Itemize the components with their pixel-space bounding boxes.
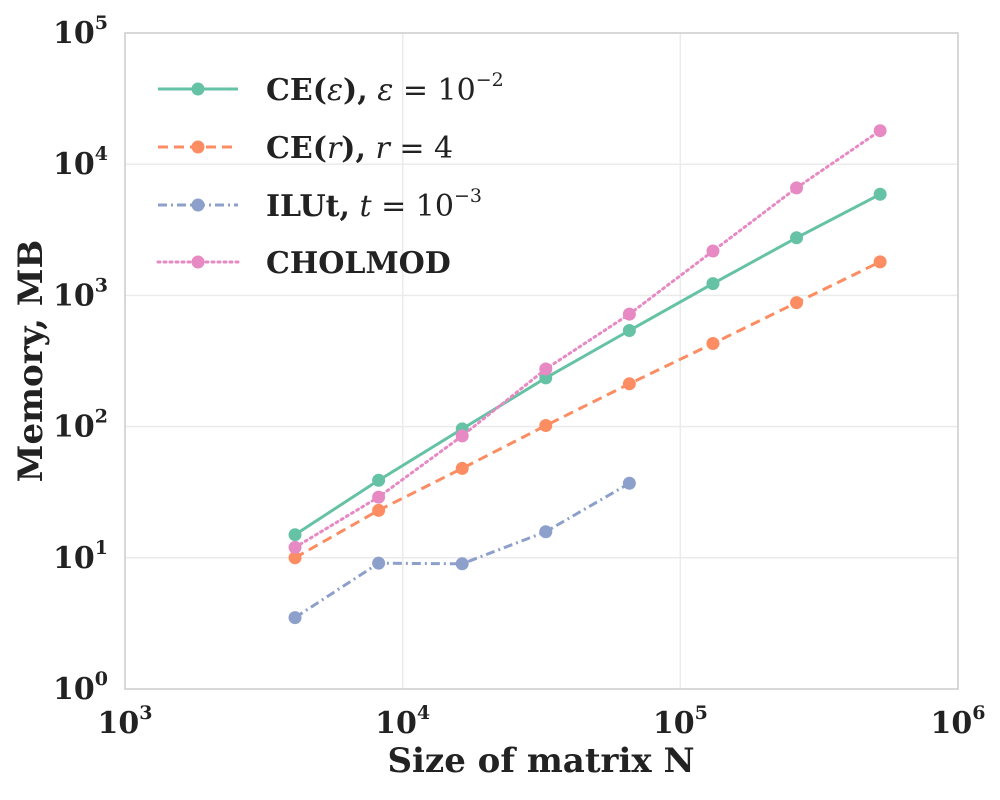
plot-frame [124, 32, 959, 690]
legend-marker [191, 82, 205, 96]
series-layer [288, 124, 887, 625]
series-0 [288, 187, 887, 542]
data-point [622, 476, 636, 490]
data-point [455, 461, 469, 475]
grid-lines [125, 33, 958, 689]
y-tick-label: 102 [53, 406, 108, 445]
data-point [372, 556, 386, 570]
data-point [288, 551, 302, 565]
data-point [539, 371, 553, 385]
x-tick-label: 104 [375, 702, 430, 741]
x-tick-label: 106 [931, 702, 986, 741]
data-point [622, 307, 636, 321]
y-tick-label: 105 [53, 12, 108, 51]
series-2 [288, 476, 636, 625]
legend-label: CE(ε), ε = 10−2 [266, 69, 504, 108]
x-axis-label: Size of matrix N [387, 741, 694, 781]
data-point [706, 277, 720, 291]
data-point [622, 324, 636, 338]
legend-label: CE(r), r = 4 [266, 131, 453, 166]
data-point [372, 490, 386, 504]
data-point [288, 540, 302, 554]
data-point [372, 503, 386, 517]
legend-label: ILUt, t = 10−3 [266, 185, 482, 224]
data-point [455, 557, 469, 571]
data-point [539, 362, 553, 376]
legend-entry: CE(r), r = 4 [158, 131, 453, 166]
legend-entry: CE(ε), ε = 10−2 [158, 69, 504, 108]
series-line [294, 482, 631, 619]
y-tick-label: 100 [53, 668, 108, 707]
series-line [294, 192, 881, 536]
data-point [790, 181, 804, 195]
data-point [372, 473, 386, 487]
x-tick-label: 103 [98, 702, 153, 741]
data-point [455, 429, 469, 443]
legend: CE(ε), ε = 10−2 CE(r), r = 4 ILUt, t = 10−… [156, 69, 504, 281]
series-line [293, 129, 882, 549]
data-point [790, 296, 804, 310]
y-axis-ticks: 100 101 102 103 104 105 [53, 12, 108, 707]
data-point [539, 418, 553, 432]
data-point [288, 611, 302, 625]
data-point [873, 124, 887, 138]
series-line [294, 260, 881, 560]
plot-area [125, 33, 958, 689]
x-axis-ticks: 103 104 105 106 [98, 702, 986, 741]
y-tick-label: 103 [53, 274, 108, 313]
legend-entry: ILUt, t = 10−3 [158, 185, 482, 224]
legend-label: CHOLMOD [266, 246, 451, 281]
series-1 [288, 255, 887, 565]
y-tick-label: 101 [53, 537, 108, 576]
series-3 [288, 124, 887, 554]
data-point [622, 377, 636, 391]
data-point [706, 244, 720, 258]
legend-entry: CHOLMOD [156, 246, 451, 281]
data-point [873, 255, 887, 269]
data-point [539, 525, 553, 539]
data-point [288, 528, 302, 542]
y-tick-label: 104 [53, 143, 108, 182]
x-tick-label: 105 [653, 702, 708, 741]
data-point [790, 231, 804, 245]
legend-marker [191, 198, 205, 212]
data-point [873, 187, 887, 201]
legend-marker [191, 255, 205, 269]
y-axis-label: Memory, MB [11, 240, 51, 482]
data-point [706, 336, 720, 350]
legend-marker [191, 140, 205, 154]
